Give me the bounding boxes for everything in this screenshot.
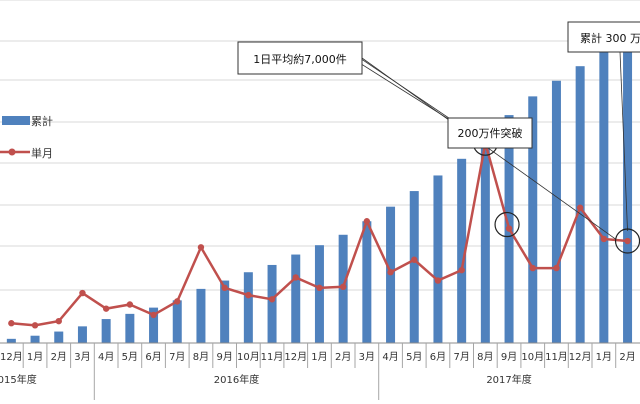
line-point [339, 283, 347, 291]
tick-label: 5月 [406, 351, 422, 363]
line-point [529, 264, 536, 272]
fiscal-year-label: 2016年度 [214, 373, 259, 386]
tick-label: 3月 [359, 351, 375, 363]
annotation-label: 1日平均約7,000件 [253, 52, 347, 66]
tick-label: 1月 [596, 351, 612, 363]
line-point [292, 274, 299, 281]
bar [551, 80, 561, 343]
tick-label: 9月 [216, 351, 232, 363]
callout-pointer-line [619, 51, 628, 232]
tick-label: 6月 [430, 351, 446, 363]
legend-swatch-bar [2, 116, 30, 125]
annotations: 1日平均約7,000件 200万件突破 累計 300 万件 [237, 21, 640, 254]
tick-label: 10月 [237, 351, 260, 363]
line-point [245, 291, 252, 299]
tick-label: 2月 [51, 351, 67, 363]
bar [77, 326, 87, 343]
line-point [600, 235, 608, 243]
line-point [434, 277, 442, 284]
bar [362, 221, 372, 343]
tick-label: 2月 [619, 351, 635, 363]
line-point [268, 296, 276, 303]
tick-label: 1月 [27, 351, 43, 363]
legend-marker [8, 148, 16, 156]
tick-label: 1月 [311, 351, 327, 363]
callout-box [567, 21, 640, 53]
bar [480, 134, 490, 343]
bar [149, 307, 159, 343]
line-point [31, 322, 39, 329]
bar [314, 245, 324, 343]
line-point [316, 284, 323, 292]
bar [457, 158, 467, 343]
bar [6, 338, 16, 343]
highlight-circle [494, 211, 520, 238]
bar [172, 300, 182, 343]
line-point [55, 317, 62, 325]
tick-label: 7月 [453, 351, 469, 363]
line-point [387, 269, 394, 276]
bar [267, 264, 277, 343]
line-point [8, 320, 15, 327]
line-point [553, 264, 560, 272]
tick-label: 2月 [335, 351, 351, 363]
bar [125, 313, 135, 343]
tick-label: 4月 [98, 351, 114, 363]
x-axis: 12月 1月 2月 3月 4月 5月 6月 7月 8月 9月 10月 11月 12月 1月 2月 3月 4月 5月… [0, 342, 640, 400]
line-point [197, 244, 205, 251]
bar [599, 50, 609, 343]
fiscal-year-label: 2015年度 [0, 373, 37, 386]
line-point [363, 218, 371, 225]
tick-label: 8月 [193, 351, 209, 363]
tick-label: 10月 [521, 351, 544, 363]
bar [433, 175, 443, 343]
annotation-label: 200万件突破 [458, 126, 523, 140]
bar [220, 280, 230, 343]
tick-label: 6月 [145, 351, 161, 363]
line-point [79, 289, 86, 297]
tick-label: 11月 [545, 351, 568, 363]
line-point [102, 305, 110, 312]
tick-label: 8月 [477, 351, 493, 363]
line-point [126, 301, 134, 308]
tick-label: 4月 [382, 351, 398, 363]
tick-label: 12月 [284, 351, 307, 363]
line-point [458, 266, 465, 274]
bar [291, 254, 301, 343]
line-point [150, 311, 157, 319]
annotation-label: 累計 300 万件 [580, 31, 640, 45]
callout-box [237, 41, 363, 75]
callout-pointer-line [361, 57, 616, 240]
tick-label: 11月 [261, 351, 284, 363]
tick-label: 3月 [74, 351, 90, 363]
line-point [411, 256, 418, 263]
tick-label: 12月 [0, 351, 23, 363]
bar [623, 34, 633, 343]
tick-label: 5月 [122, 351, 138, 363]
tick-label: 7月 [169, 351, 185, 363]
bar [196, 288, 206, 343]
bar [243, 272, 253, 343]
bar [54, 331, 64, 343]
bar [30, 335, 40, 343]
bar-series-cumulative [6, 34, 633, 344]
bar [101, 319, 111, 343]
line-point [576, 204, 584, 211]
tick-label: 9月 [501, 351, 517, 363]
line-point [624, 237, 631, 245]
bar [409, 191, 419, 343]
fiscal-year-label: 2017年度 [486, 373, 531, 386]
tick-label: 12月 [569, 351, 592, 363]
bar [528, 96, 538, 343]
legend-label-cumulative: 累計 [31, 114, 53, 128]
line-point [174, 298, 181, 305]
line-point [505, 225, 513, 232]
callout-box [447, 117, 533, 149]
legend-label-monthly: 単月 [31, 146, 53, 160]
line-point [221, 284, 228, 292]
